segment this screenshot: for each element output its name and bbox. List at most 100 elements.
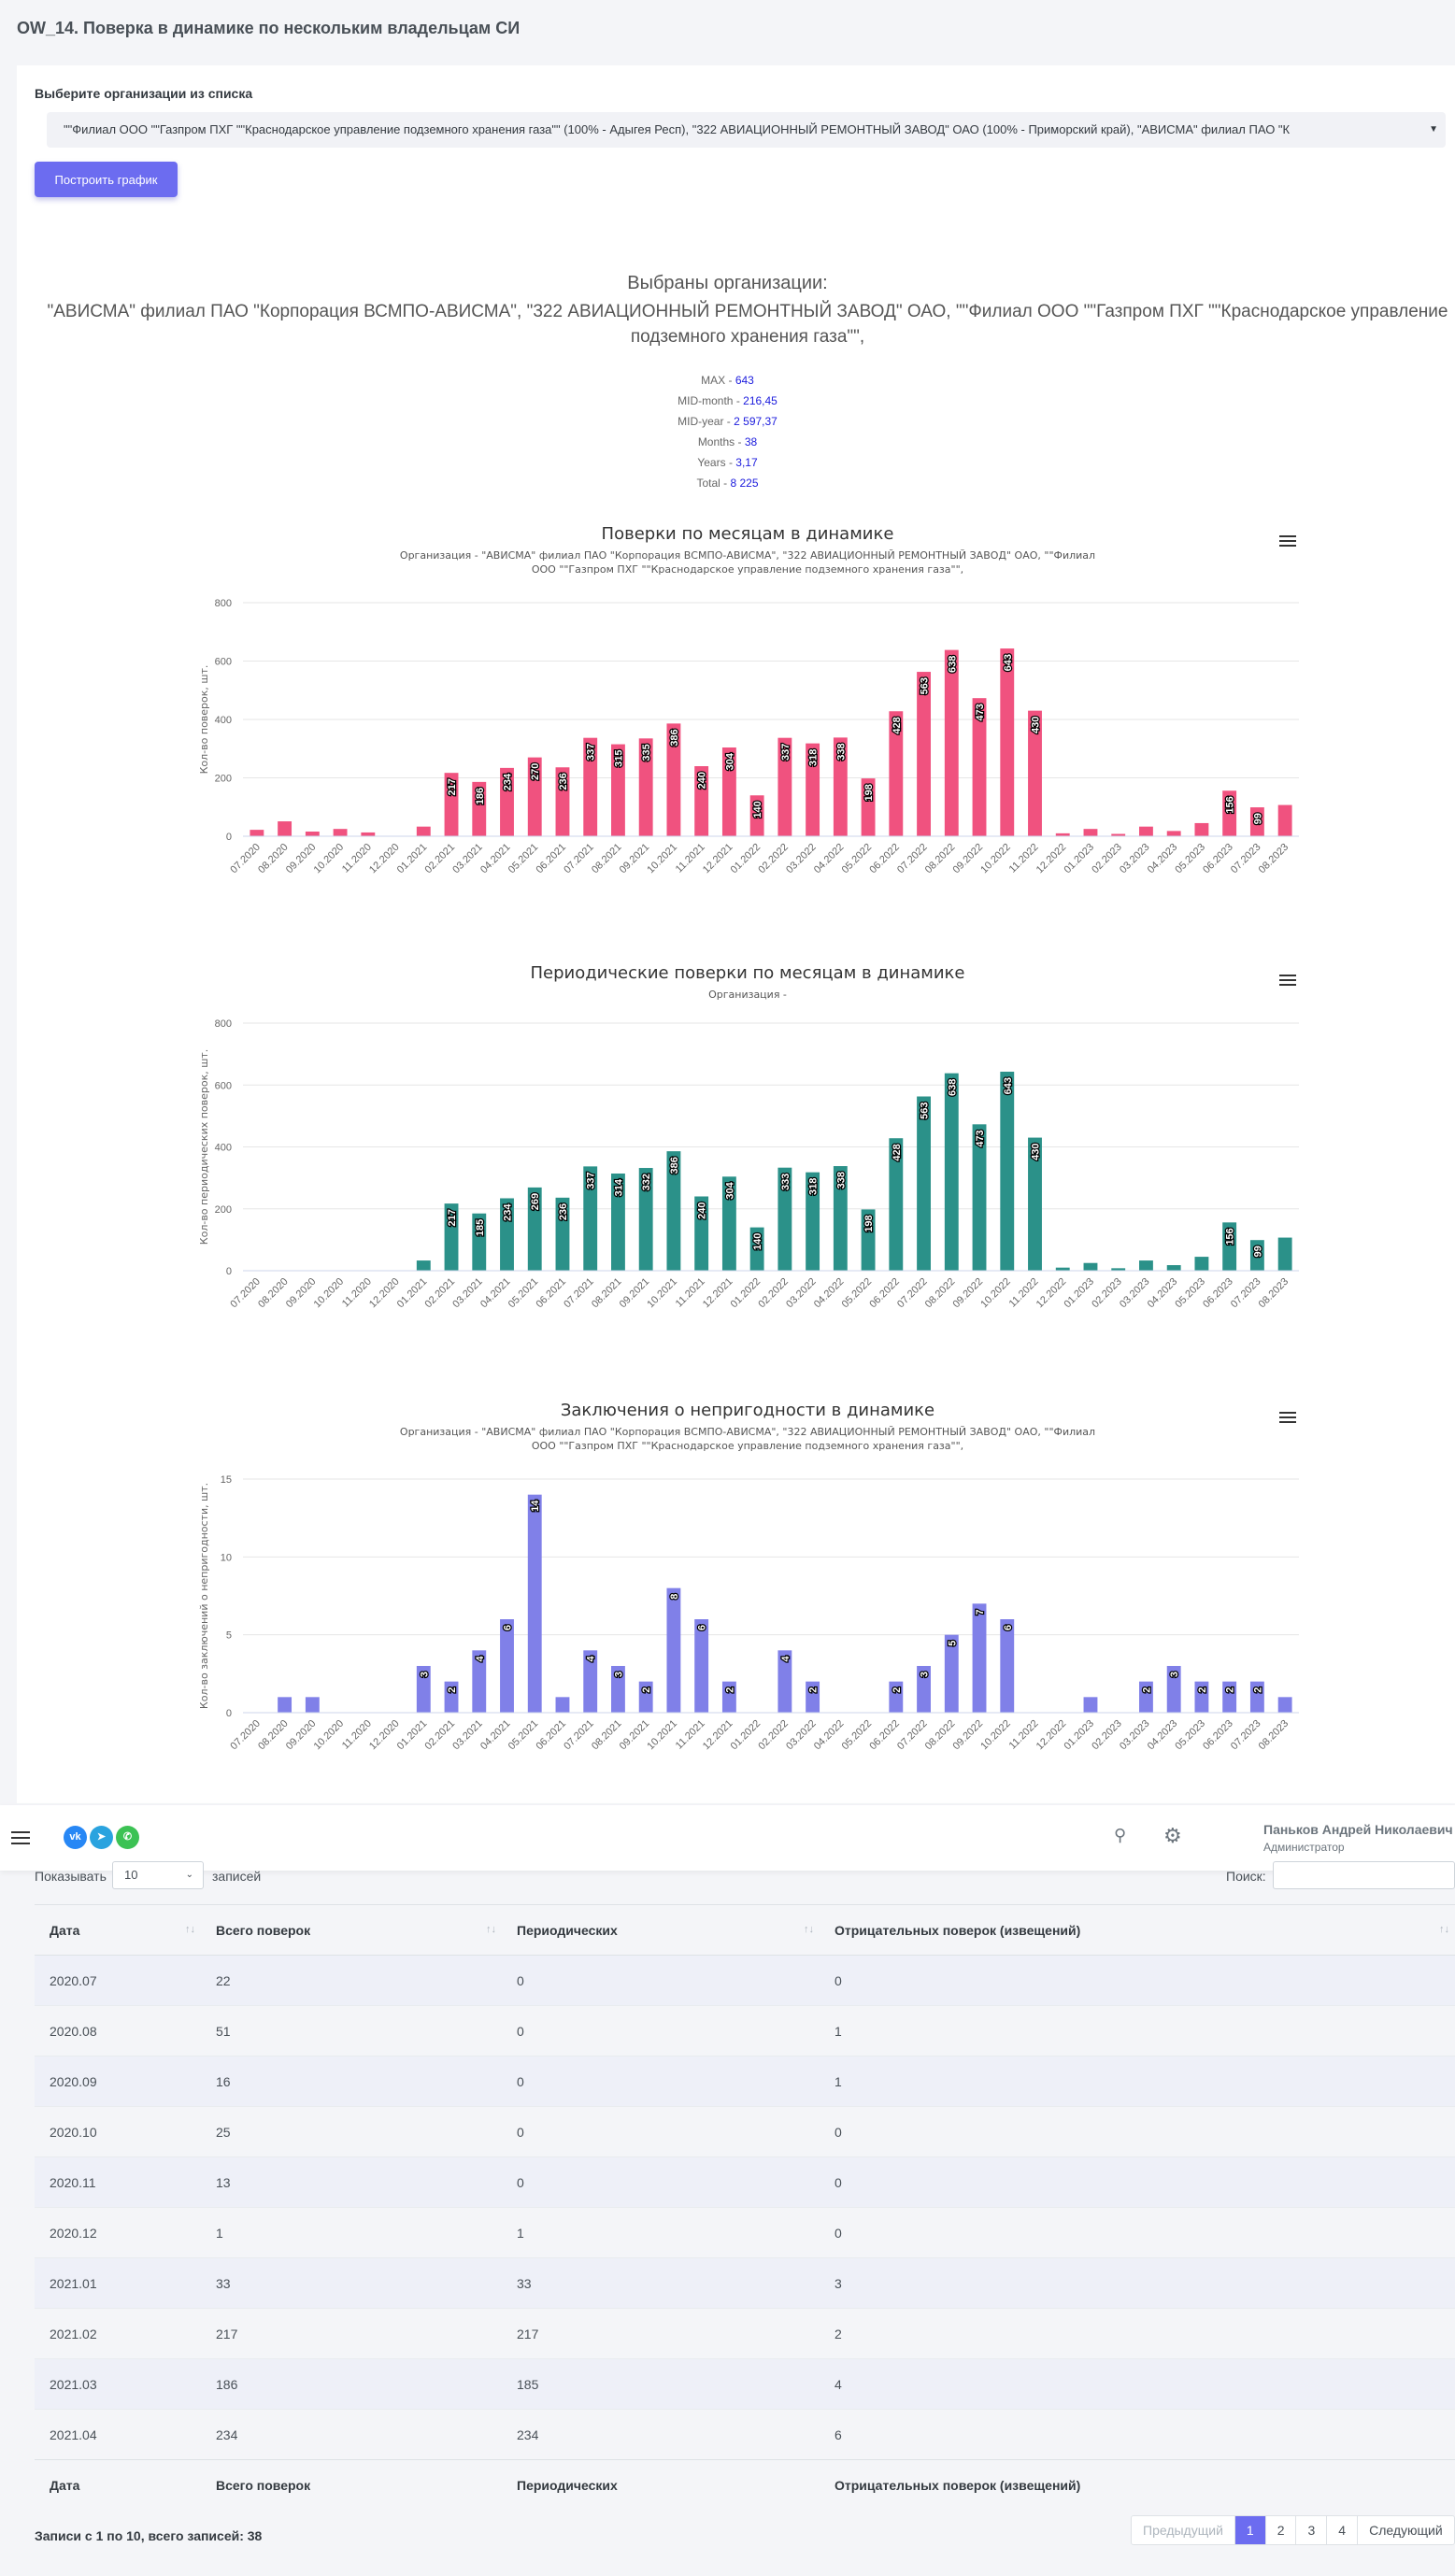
pagination-page[interactable]: 1 (1234, 2516, 1266, 2544)
x-tick-label: 05.2021 (506, 842, 541, 876)
y-axis-label: Кол-во заключений о непригодности, шт. (198, 1483, 210, 1709)
chart-subtitle: Организация - "АВИСМА" филиал ПАО "Корпо… (400, 549, 1095, 562)
selected-orgs-list: "АВИСМА" филиал ПАО "Корпорация ВСМПО-АВ… (47, 302, 1448, 347)
data-label: 338 (835, 1172, 847, 1188)
data-label: 638 (947, 1079, 958, 1096)
x-tick-label: 04.2022 (812, 842, 847, 876)
x-tick-label: 02.2023 (1090, 1718, 1124, 1753)
chart-menu-icon[interactable] (1279, 535, 1296, 548)
bar (1222, 1681, 1237, 1713)
user-role: Администратор (1263, 1841, 1345, 1854)
build-chart-button[interactable]: Построить график (35, 162, 178, 197)
chart-menu-icon[interactable] (1279, 975, 1296, 988)
page-length-select[interactable]: 10 ⌄ (112, 1861, 204, 1889)
data-label: 2 (808, 1687, 820, 1693)
bar (1249, 807, 1264, 836)
x-tick-label: 02.2022 (756, 1276, 791, 1311)
x-tick-label: 10.2021 (645, 1718, 679, 1753)
x-tick-label: 01.2022 (729, 1718, 763, 1753)
bar (749, 1227, 764, 1271)
page-length-value: 10 (124, 1868, 138, 1882)
search-input[interactable] (1273, 1861, 1455, 1889)
org-select[interactable]: ""Филиал ООО ""Газпром ПХГ ""Краснодарск… (47, 112, 1446, 148)
table-cell: 1 (502, 2207, 820, 2258)
bar (944, 1073, 959, 1271)
data-label: 198 (863, 784, 875, 801)
search-icon[interactable]: ⚲ (1114, 1826, 1127, 1844)
data-label: 217 (447, 1209, 458, 1226)
x-tick-label: 07.2022 (895, 1718, 930, 1753)
x-tick-label: 01.2022 (729, 842, 763, 876)
data-label: 4 (780, 1655, 792, 1661)
x-tick-label: 03.2023 (1118, 1276, 1152, 1311)
bar (694, 1196, 709, 1271)
bar (749, 795, 764, 836)
table-cell: 16 (201, 2056, 502, 2107)
data-label: 3 (613, 1672, 624, 1677)
bar (444, 773, 459, 836)
col-header-total[interactable]: Всего поверок ↑↓ (201, 1904, 502, 1956)
menu-icon[interactable] (11, 1831, 30, 1844)
table-cell: 2021.01 (35, 2257, 201, 2309)
table-cell: 234 (502, 2409, 820, 2460)
chart-periodic-svg: Периодические поверки по месяцам в динам… (198, 963, 1299, 1311)
col-header-date[interactable]: Дата ↑↓ (35, 1904, 201, 1956)
x-tick-label: 01.2023 (1062, 1718, 1096, 1753)
show-label: Показывать (35, 1869, 107, 1884)
telegram-icon[interactable]: ➤ (90, 1826, 113, 1849)
chart-unfit: Заключения о непригодности в динамике Орг… (178, 1395, 1318, 1787)
bar (527, 1187, 542, 1271)
bar (1139, 1260, 1153, 1271)
table-cell: 186 (201, 2358, 502, 2410)
bar (861, 1209, 876, 1271)
x-tick-label: 03.2021 (450, 1276, 485, 1311)
data-table: Дата ↑↓ Всего поверок ↑↓ Периодических ↑↓ О… (35, 1904, 1455, 2511)
table-cell: 0 (502, 2005, 820, 2057)
bar (694, 766, 709, 836)
pagination-page[interactable]: 3 (1296, 2516, 1328, 2544)
bar (1249, 1240, 1264, 1271)
data-label: 99 (1252, 813, 1263, 824)
table-cell: 2021.03 (35, 2358, 201, 2410)
col-footer-total: Всего поверок (201, 2459, 502, 2511)
table-row: 2021.02 217 217 2 (35, 2308, 1455, 2359)
table-cell: 0 (820, 2156, 1455, 2208)
user-name[interactable]: Паньков Андрей Николаевич (1263, 1822, 1453, 1837)
bar (527, 1494, 542, 1713)
x-tick-label: 09.2020 (284, 1718, 319, 1753)
bar (416, 1666, 431, 1713)
y-tick-label: 0 (226, 832, 232, 843)
data-label: 156 (1225, 1228, 1236, 1245)
bar (889, 1681, 904, 1713)
chart-menu-icon[interactable] (1279, 1412, 1296, 1425)
stat-years: Years - 3,17 (697, 456, 758, 469)
x-tick-label: 05.2021 (506, 1718, 541, 1753)
whatsapp-icon[interactable]: ✆ (116, 1826, 139, 1849)
gear-icon[interactable]: ⚙ (1163, 1824, 1182, 1847)
data-label: 2 (1252, 1687, 1263, 1693)
pagination-prev[interactable]: Предыдущий (1132, 2516, 1235, 2544)
col-header-periodic[interactable]: Периодических ↑↓ (502, 1904, 820, 1956)
col-header-negative[interactable]: Отрицательных поверок (извещений) ↑↓ (820, 1904, 1455, 1956)
bar (1111, 1268, 1126, 1271)
stat-mid-month: MID-month - 216,45 (678, 394, 777, 407)
bar (1222, 790, 1237, 836)
bar (500, 767, 514, 836)
stat-mid-year: MID-year - 2 597,37 (678, 415, 777, 428)
data-label: 217 (447, 778, 458, 795)
pagination-next[interactable]: Следующий (1358, 2516, 1454, 2544)
data-label: 140 (752, 1233, 763, 1250)
data-label: 338 (835, 743, 847, 760)
x-tick-label: 12.2022 (1034, 1718, 1069, 1753)
bar (278, 1697, 292, 1713)
y-tick-label: 0 (226, 1708, 232, 1719)
pagination-page[interactable]: 2 (1265, 2516, 1297, 2544)
x-tick-label: 08.2020 (256, 1276, 291, 1311)
pagination-page[interactable]: 4 (1327, 2516, 1359, 2544)
table-cell: 51 (201, 2005, 502, 2057)
x-tick-label: 04.2022 (812, 1276, 847, 1311)
vk-icon[interactable]: vk (64, 1826, 87, 1849)
data-label: 430 (1031, 1144, 1042, 1160)
table-row: 2020.09 16 0 1 (35, 2056, 1455, 2107)
bar (555, 1697, 570, 1713)
